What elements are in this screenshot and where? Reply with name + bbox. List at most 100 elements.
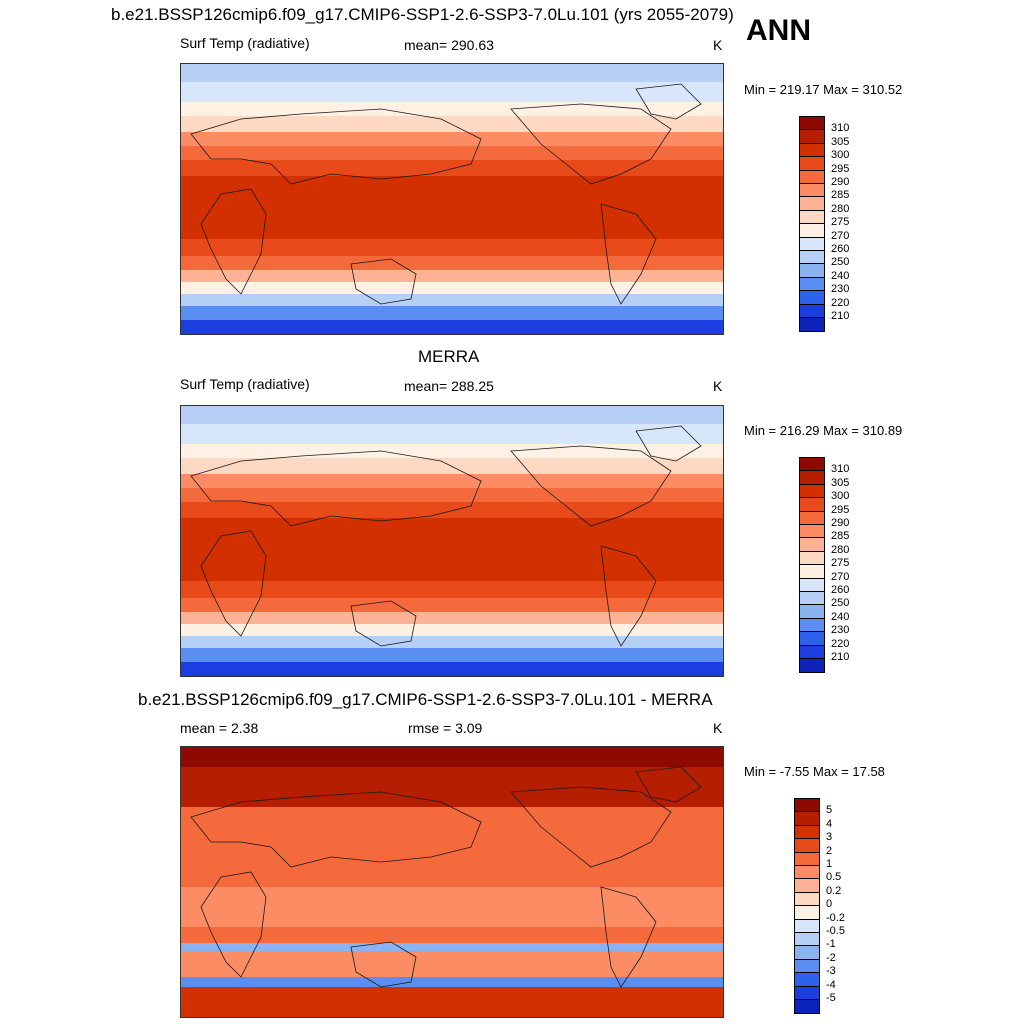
field-band (181, 987, 723, 1017)
units-label-diff: K (713, 720, 723, 736)
colorbar-tick-label: 0 (826, 898, 833, 911)
colorbar-tick-label: 5 (826, 804, 833, 817)
colorbar-tick-label: 280 (831, 543, 850, 556)
colorbar-tick-label: 275 (831, 216, 850, 229)
coastline (350, 600, 417, 647)
map-model-field (181, 64, 723, 334)
coastline (635, 766, 702, 803)
field-band (181, 320, 723, 334)
map-merra (180, 405, 724, 677)
coastline (190, 108, 482, 185)
map-diff-field (181, 747, 723, 1017)
panel-title-model: b.e21.BSSP126cmip6.f09_g17.CMIP6-SSP1-2.… (111, 5, 734, 24)
field-band (181, 239, 723, 256)
coastline (510, 786, 672, 868)
colorbar-tick-label: 230 (831, 624, 850, 637)
colorbar-tick-label: 240 (831, 610, 850, 623)
units-label-merra: K (713, 378, 723, 394)
colorbar-tick-label: 240 (831, 269, 850, 282)
colorbar-tick-label: -5 (826, 992, 836, 1004)
colorbar-tick-label: 300 (831, 490, 850, 503)
field-band (181, 612, 723, 624)
coastline (200, 871, 267, 978)
coastline (600, 545, 657, 647)
colorbar-tick-label: 295 (831, 162, 850, 175)
field-band (181, 977, 723, 987)
coastline (200, 188, 267, 295)
coastline (200, 530, 267, 637)
field-band (181, 160, 723, 176)
field-band (181, 648, 723, 662)
colorbar-tick-label: 0.5 (826, 871, 842, 884)
colorbar-tick-label: 285 (831, 189, 850, 202)
variable-label-merra: Surf Temp (radiative) (180, 376, 310, 392)
mean-label-diff: mean = 2.38 (180, 720, 259, 736)
field-band (181, 444, 723, 458)
panel-title-merra: MERRA (418, 347, 480, 366)
colorbar-tick-label: -3 (826, 965, 836, 978)
field-band (181, 458, 723, 474)
field-band (181, 474, 723, 488)
colorbar-tick-label: 290 (831, 176, 850, 188)
field-band (181, 294, 723, 306)
field-band (181, 132, 723, 146)
field-band (181, 581, 723, 598)
colorbar-tick-label: 0.2 (826, 884, 842, 897)
coastline (510, 103, 672, 185)
map-model (180, 63, 724, 335)
minmax-model: Min = 219.17 Max = 310.52 (744, 82, 903, 97)
colorbar-tick-label: 300 (831, 149, 850, 162)
coastline (600, 203, 657, 305)
coastline (350, 258, 417, 305)
colorbar-tick-label: 285 (831, 530, 850, 543)
coastline (190, 791, 482, 868)
field-band (181, 64, 723, 82)
colorbar-tick-label: 220 (831, 296, 850, 309)
colorbar-tick-label: 310 (831, 122, 850, 135)
minmax-merra: Min = 216.29 Max = 310.89 (744, 423, 903, 438)
colorbar-tick-label: -0.2 (826, 911, 845, 924)
field-band (181, 662, 723, 676)
field-band (181, 927, 723, 943)
field-band (181, 598, 723, 612)
field-band (181, 502, 723, 518)
colorbar-tick-label: 210 (831, 310, 850, 322)
field-band (181, 256, 723, 270)
colorbar-box (799, 317, 825, 333)
field-band (181, 176, 723, 239)
coastline (510, 445, 672, 527)
colorbar-tick-label: 310 (831, 463, 850, 476)
colorbar-tick-label: 270 (831, 570, 850, 583)
colorbar-tick-label: -4 (826, 978, 836, 991)
colorbar-tick-label: 4 (826, 817, 833, 830)
colorbar-tick-label: -0.5 (826, 925, 845, 937)
colorbar-tick-label: 290 (831, 517, 850, 529)
variable-label-model: Surf Temp (radiative) (180, 35, 310, 51)
colorbar-tick-label: 275 (831, 557, 850, 570)
field-band (181, 82, 723, 102)
units-label-model: K (713, 37, 723, 53)
map-merra-field (181, 406, 723, 676)
field-band (181, 624, 723, 636)
colorbar-tick-label: 260 (831, 243, 850, 255)
field-band (181, 943, 723, 951)
field-band (181, 767, 723, 807)
colorbar-tick-label: 270 (831, 229, 850, 242)
mean-label-model: mean= 290.63 (404, 37, 494, 53)
minmax-diff: Min = -7.55 Max = 17.58 (744, 764, 885, 779)
colorbar-tick-label: 2 (826, 844, 833, 857)
mean-label-merra: mean= 288.25 (404, 378, 494, 394)
field-band (181, 424, 723, 444)
colorbar-tick-label: 250 (831, 597, 850, 610)
colorbar-tick-label: 210 (831, 651, 850, 663)
colorbar-tick-label: 220 (831, 637, 850, 650)
field-band (181, 282, 723, 294)
colorbar-tick-label: 260 (831, 584, 850, 596)
field-band (181, 951, 723, 977)
field-band (181, 488, 723, 502)
colorbar-box (794, 999, 820, 1015)
colorbar-tick-label: 305 (831, 135, 850, 148)
field-band (181, 636, 723, 648)
field-band (181, 518, 723, 581)
rmse-label-diff: rmse = 3.09 (408, 720, 483, 736)
